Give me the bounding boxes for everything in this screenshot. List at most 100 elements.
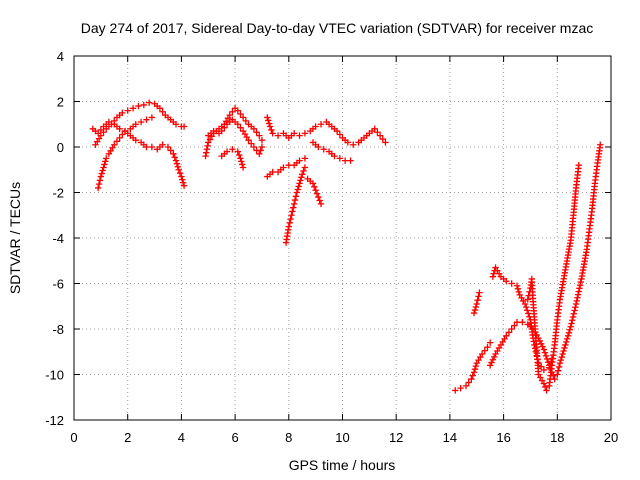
chart-title: Day 274 of 2017, Sidereal Day-to-day VTE… <box>81 20 594 36</box>
data-point <box>566 326 574 333</box>
data-point <box>108 121 115 128</box>
data-point <box>101 161 108 168</box>
data-point <box>274 132 282 139</box>
data-point <box>379 135 386 143</box>
data-point <box>159 141 166 148</box>
data-point <box>575 162 582 169</box>
data-point <box>94 184 102 192</box>
data-point <box>172 157 180 164</box>
x-tick-label: 2 <box>124 430 131 445</box>
data-point <box>469 372 476 379</box>
data-point <box>597 141 604 148</box>
data-point <box>503 332 510 340</box>
data-point <box>341 157 349 164</box>
data-point <box>97 132 105 139</box>
data-point <box>478 350 486 358</box>
series-arc-10 <box>282 164 309 246</box>
data-point <box>258 143 266 151</box>
data-point <box>256 150 263 158</box>
data-point <box>508 280 515 287</box>
data-point <box>99 167 106 174</box>
data-point <box>514 285 522 293</box>
data-point <box>172 121 180 128</box>
data-point <box>539 343 546 350</box>
data-point <box>568 320 575 327</box>
y-tick-label: 0 <box>57 140 64 155</box>
data-point <box>148 143 156 151</box>
data-point <box>524 307 531 314</box>
y-tick-label: -2 <box>52 186 64 201</box>
data-point <box>574 294 581 301</box>
data-point <box>223 148 231 155</box>
data-point <box>124 107 131 114</box>
data-point <box>515 288 523 296</box>
data-point <box>476 289 483 296</box>
series-arc-14 <box>486 141 604 383</box>
data-point <box>264 114 271 121</box>
data-point <box>179 176 186 183</box>
x-tick-label: 8 <box>285 430 292 445</box>
data-point <box>111 117 118 125</box>
data-point <box>291 196 299 204</box>
data-point <box>293 189 301 196</box>
data-point <box>470 309 478 317</box>
data-point <box>132 136 139 144</box>
data-point <box>148 114 156 121</box>
data-point <box>137 118 145 126</box>
data-point <box>221 124 228 131</box>
data-point <box>561 344 568 352</box>
data-point <box>564 332 572 340</box>
data-point <box>382 139 389 146</box>
data-point <box>317 121 325 128</box>
data-point <box>486 339 494 346</box>
data-point <box>312 187 319 194</box>
data-point <box>491 353 498 361</box>
data-point <box>265 120 273 127</box>
data-point <box>132 121 139 128</box>
data-point <box>524 296 531 303</box>
data-point <box>297 177 304 184</box>
data-point <box>542 383 549 391</box>
data-point <box>143 143 150 151</box>
data-point <box>257 147 264 154</box>
x-tick-label: 10 <box>335 430 349 445</box>
data-point <box>287 215 294 223</box>
series-arc-12 <box>452 339 494 394</box>
data-point <box>237 110 244 118</box>
data-point <box>301 130 309 137</box>
data-point <box>563 338 570 346</box>
data-point <box>532 348 540 355</box>
data-point <box>452 387 459 394</box>
data-point <box>488 359 495 366</box>
data-point <box>175 166 182 173</box>
data-point <box>556 359 564 367</box>
x-tick-label: 20 <box>604 430 618 445</box>
data-point <box>280 164 287 171</box>
data-point <box>111 141 118 148</box>
data-point <box>315 193 322 201</box>
data-point <box>557 356 565 364</box>
grid <box>74 56 611 420</box>
data-point <box>540 380 548 387</box>
data-point <box>299 171 306 178</box>
y-tick-label: -6 <box>52 277 64 292</box>
data-point <box>563 335 571 343</box>
y-axis-label: SDTVAR / TECUs <box>7 182 23 294</box>
data-point <box>465 379 472 386</box>
data-point <box>239 164 247 171</box>
data-point <box>265 117 272 124</box>
y-tick-label: 4 <box>57 49 64 64</box>
data-point <box>315 143 322 151</box>
series-arc-6 <box>218 146 247 171</box>
y-tick-label: -10 <box>45 368 64 383</box>
data-point <box>562 341 569 349</box>
x-tick-label: 4 <box>178 430 185 445</box>
data-point <box>336 131 344 138</box>
data-point <box>239 161 246 168</box>
x-tick-label: 18 <box>550 430 564 445</box>
data-point <box>258 136 266 144</box>
data-point <box>371 125 378 132</box>
x-tick-label: 16 <box>496 430 510 445</box>
data-point <box>374 129 381 136</box>
